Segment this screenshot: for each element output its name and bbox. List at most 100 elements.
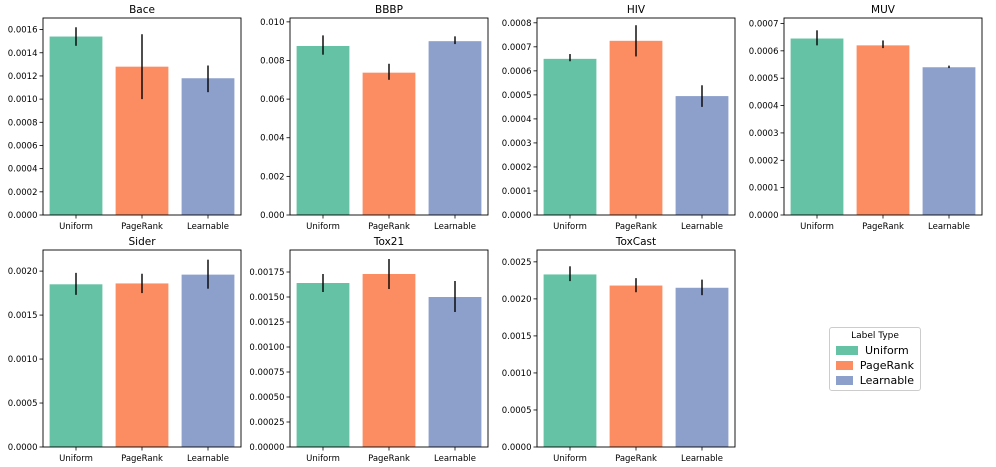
x-tick-label-sider-pagerank: PageRank: [121, 454, 163, 464]
y-tick-label-hiv-0-0005: 0.0005: [502, 91, 532, 101]
y-tick-label-hiv-0-0004: 0.0004: [502, 115, 532, 125]
y-tick-label-hiv-0-0002: 0.0002: [502, 163, 532, 173]
chart-tox21: Tox21 Uniform PageRank Learnable 0.00000 0.00…: [249, 236, 489, 464]
bar-hiv-pagerank: [609, 40, 663, 216]
y-tick-label-sider-0-0020: 0.0020: [8, 267, 38, 277]
y-tick-label-toxcast-0-0010: 0.0010: [502, 369, 532, 379]
bar-muv-uniform: [790, 38, 844, 216]
bar-tox21-uniform: [296, 283, 350, 447]
y-tick-label-bace-0-0012: 0.0012: [8, 72, 38, 82]
y-tick-label-tox21-0-00050: 0.00050: [249, 393, 284, 403]
y-tick-label-toxcast-0-0025: 0.0025: [502, 258, 532, 268]
y-tick-label-toxcast-0-0005: 0.0005: [502, 406, 532, 416]
legend-label-pagerank: PageRank: [859, 359, 914, 372]
y-tick-label-bbbp-0-000: 0.000: [260, 211, 284, 221]
bar-toxcast-learnable: [675, 287, 729, 447]
y-tick-label-hiv-0-0000: 0.0000: [502, 211, 532, 221]
x-tick-label-tox21-pagerank: PageRank: [368, 454, 410, 464]
x-tick-label-muv-pagerank: PageRank: [862, 222, 904, 232]
y-tick-label-hiv-0-0006: 0.0006: [502, 67, 532, 77]
x-tick-label-muv-uniform: Uniform: [800, 222, 834, 232]
y-tick-label-bace-0-0004: 0.0004: [8, 165, 38, 175]
y-tick-label-bace-0-0006: 0.0006: [8, 141, 38, 151]
chart-title-bbbp: BBBP: [375, 4, 403, 16]
y-tick-label-hiv-0-0007: 0.0007: [502, 43, 532, 53]
bar-bbbp-pagerank: [362, 72, 416, 216]
y-tick-label-muv-0-0001: 0.0001: [749, 184, 779, 194]
x-tick-label-tox21-learnable: Learnable: [434, 454, 476, 464]
bar-sider-uniform: [49, 284, 103, 447]
legend-item-learnable: Learnable: [836, 373, 914, 388]
y-tick-label-sider-0-0000: 0.0000: [8, 443, 38, 453]
y-tick-label-bbbp-0-010: 0.010: [260, 18, 284, 28]
x-tick-label-bbbp-pagerank: PageRank: [368, 222, 410, 232]
chart-bbbp: BBBP Uniform PageRank Learnable 0.000 0.002 0.…: [260, 4, 489, 232]
x-tick-label-hiv-pagerank: PageRank: [615, 222, 657, 232]
y-tick-label-muv-0-0007: 0.0007: [749, 19, 779, 29]
chart-hiv: HIV Uniform PageRank Learnable 0.0000 0.0001 0…: [502, 4, 736, 232]
chart-muv: MUV Uniform PageRank Learnable 0.0000 0.0001 0…: [749, 4, 983, 232]
chart-title-sider: Sider: [128, 236, 156, 248]
y-tick-label-hiv-0-0003: 0.0003: [502, 139, 532, 149]
bar-bbbp-uniform: [296, 46, 350, 216]
y-tick-label-hiv-0-0008: 0.0008: [502, 19, 532, 29]
legend-item-pagerank: PageRank: [836, 358, 914, 373]
x-tick-label-toxcast-learnable: Learnable: [681, 454, 723, 464]
y-tick-label-toxcast-0-0020: 0.0020: [502, 295, 532, 305]
x-tick-label-sider-learnable: Learnable: [187, 454, 229, 464]
y-tick-label-tox21-0-00175: 0.00175: [249, 268, 284, 278]
chart-title-hiv: HIV: [627, 4, 646, 16]
x-tick-label-tox21-uniform: Uniform: [306, 454, 340, 464]
bar-sider-learnable: [181, 274, 235, 447]
y-tick-label-toxcast-0-0000: 0.0000: [502, 443, 532, 453]
y-tick-label-tox21-0-00125: 0.00125: [249, 318, 284, 328]
bar-sider-pagerank: [115, 283, 169, 447]
y-tick-label-bbbp-0-002: 0.002: [260, 172, 284, 182]
x-tick-label-bbbp-uniform: Uniform: [306, 222, 340, 232]
y-tick-label-bbbp-0-004: 0.004: [260, 134, 284, 144]
x-tick-label-muv-learnable: Learnable: [928, 222, 970, 232]
y-tick-label-tox21-0-00150: 0.00150: [249, 293, 284, 303]
bar-hiv-uniform: [543, 58, 597, 216]
y-tick-label-muv-0-0005: 0.0005: [749, 74, 779, 84]
y-tick-label-muv-0-0000: 0.0000: [749, 211, 779, 221]
bar-bbbp-learnable: [428, 41, 482, 216]
bar-toxcast-uniform: [543, 274, 597, 447]
x-tick-label-bace-pagerank: PageRank: [121, 222, 163, 232]
chart-toxcast: ToxCast Uniform PageRank Learnable 0.0000 0.0…: [502, 236, 736, 464]
y-tick-label-muv-0-0006: 0.0006: [749, 47, 779, 57]
bar-toxcast-pagerank: [609, 285, 663, 447]
legend-swatch-uniform: [836, 346, 858, 355]
x-tick-label-bace-uniform: Uniform: [59, 222, 93, 232]
chart-title-bace: Bace: [129, 4, 155, 16]
bar-tox21-pagerank: [362, 274, 416, 447]
legend-swatch-pagerank: [836, 361, 853, 370]
x-tick-label-toxcast-uniform: Uniform: [553, 454, 587, 464]
y-tick-label-bace-0-0016: 0.0016: [8, 26, 38, 36]
x-tick-label-hiv-learnable: Learnable: [681, 222, 723, 232]
legend: Label Type Uniform PageRank Learnable: [829, 327, 921, 391]
y-tick-label-tox21-0-00075: 0.00075: [249, 368, 284, 378]
y-tick-label-bace-0-0010: 0.0010: [8, 95, 38, 105]
y-tick-label-bbbp-0-006: 0.006: [260, 95, 284, 105]
chart-bace: Bace Uniform PageRank Learnable 0.0000 0.0002…: [8, 4, 242, 232]
legend-label-uniform: Uniform: [865, 344, 909, 357]
y-tick-label-muv-0-0002: 0.0002: [749, 156, 779, 166]
y-tick-label-tox21-0-00100: 0.00100: [249, 343, 284, 353]
y-tick-label-muv-0-0003: 0.0003: [749, 129, 779, 139]
bar-hiv-learnable: [675, 96, 729, 215]
chart-sider: Sider Uniform PageRank Learnable 0.0000 0.000…: [8, 236, 242, 464]
bar-bace-learnable: [181, 78, 235, 216]
x-tick-label-bbbp-learnable: Learnable: [434, 222, 476, 232]
bar-muv-learnable: [922, 67, 976, 215]
y-tick-label-bace-0-0008: 0.0008: [8, 118, 38, 128]
y-tick-label-bace-0-0014: 0.0014: [8, 49, 38, 59]
y-tick-label-muv-0-0004: 0.0004: [749, 102, 779, 112]
x-tick-label-toxcast-pagerank: PageRank: [615, 454, 657, 464]
chart-title-tox21: Tox21: [373, 236, 404, 248]
y-tick-label-bbbp-0-008: 0.008: [260, 56, 284, 66]
y-tick-label-bace-0-0002: 0.0002: [8, 188, 38, 198]
bar-muv-pagerank: [856, 45, 910, 215]
bar-tox21-learnable: [428, 297, 482, 447]
